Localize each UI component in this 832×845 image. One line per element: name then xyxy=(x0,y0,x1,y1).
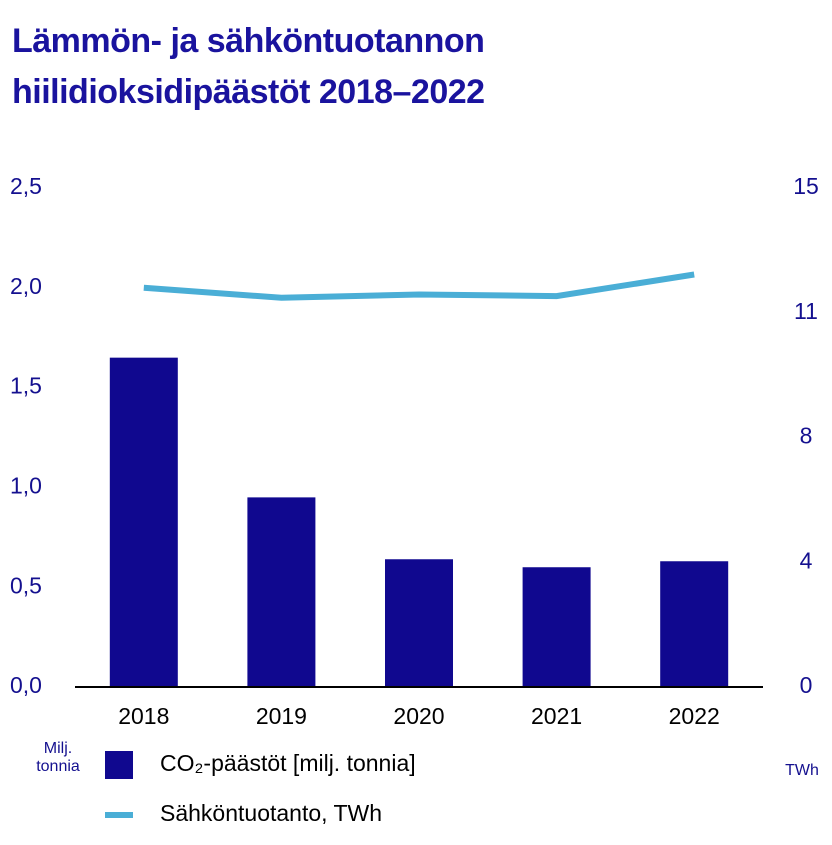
y-tick-label: 1,5 xyxy=(10,373,42,399)
x-tick-label: 2020 xyxy=(393,703,444,729)
y-tick-label: 0,5 xyxy=(10,572,42,598)
y-axis-label: Milj. tonnia xyxy=(36,740,80,775)
bar xyxy=(522,567,591,687)
legend-label: CO₂-päästöt [milj. tonnia] xyxy=(160,750,416,776)
legend-swatch xyxy=(105,751,133,779)
bar xyxy=(109,357,178,687)
bar xyxy=(660,561,729,687)
bar xyxy=(247,497,316,687)
x-tick-label: 2019 xyxy=(256,703,307,729)
y2-tick-label: 4 xyxy=(800,547,813,573)
y2-tick-label: 0 xyxy=(800,672,813,698)
y2-axis-label: TWh xyxy=(785,762,819,779)
x-tick-label: 2018 xyxy=(118,703,169,729)
y2-tick-label: 8 xyxy=(800,423,813,449)
y2-tick-label: 15 xyxy=(793,173,819,199)
y-tick-label: 1,0 xyxy=(10,472,42,498)
y-tick-label: 2,5 xyxy=(10,173,42,199)
legend-label: Sähköntuotanto, TWh xyxy=(160,800,382,826)
bar xyxy=(385,559,453,687)
y-tick-label: 2,0 xyxy=(10,273,42,299)
line xyxy=(143,271,695,301)
y2-tick-label: 11 xyxy=(794,298,818,324)
y-tick-label: 0,0 xyxy=(10,672,42,698)
chart-title: Lämmön- ja sähköntuotannon hiilidioksidi… xyxy=(12,22,485,111)
x-tick-label: 2022 xyxy=(669,703,720,729)
x-tick-label: 2021 xyxy=(531,703,582,729)
